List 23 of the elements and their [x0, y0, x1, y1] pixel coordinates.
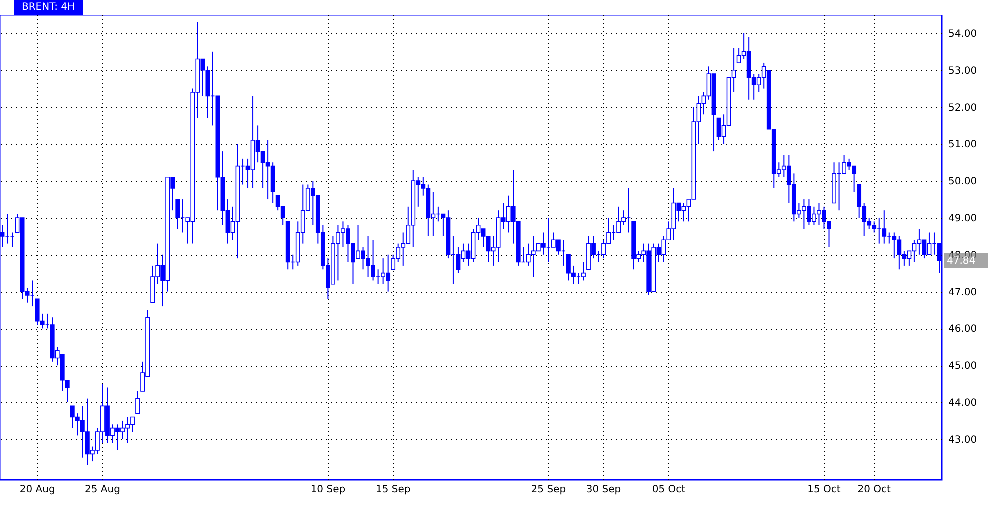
y-tick-label: 46.00 [948, 324, 978, 336]
y-tick-label: 52.00 [948, 102, 978, 114]
x-tick-label: 25 Sep [531, 484, 566, 496]
x-tick-label: 20 Oct [858, 484, 892, 496]
x-tick-label: 15 Oct [808, 484, 841, 496]
x-tick-label: 10 Sep [310, 484, 346, 496]
y-tick-label: 51.00 [948, 140, 978, 151]
chart-title: BRENT: 4H [14, 0, 84, 15]
y-tick-label: 45.00 [948, 361, 978, 372]
x-tick-label: 05 Oct [652, 484, 686, 496]
candlestick [136, 390, 140, 414]
x-tick-label: 30 Sep [586, 484, 622, 496]
candlestick [176, 199, 180, 230]
x-tick-label: 15 Sep [376, 484, 411, 496]
x-tick-label: 25 Aug [85, 484, 120, 496]
y-tick-label: 44.00 [948, 398, 978, 409]
y-tick-label: 47.00 [948, 287, 978, 298]
x-tick-label: 20 Aug [20, 484, 56, 496]
y-tick-label: 49.00 [948, 213, 978, 224]
y-tick-label: 43.00 [948, 434, 978, 446]
y-tick-label: 54.00 [948, 28, 978, 40]
y-tick-label: 53.00 [948, 66, 978, 77]
y-tick-label: 50.00 [948, 176, 978, 188]
